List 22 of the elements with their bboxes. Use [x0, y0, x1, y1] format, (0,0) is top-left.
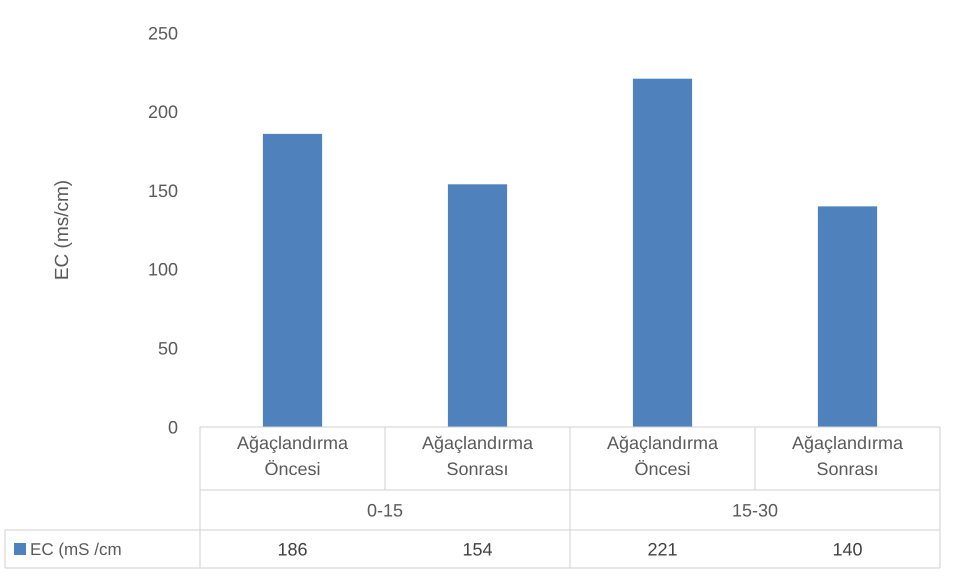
data-label: 221 — [647, 539, 678, 560]
data-label: 154 — [462, 539, 493, 560]
y-tick-label: 150 — [148, 180, 178, 201]
y-tick-label: 100 — [148, 260, 178, 280]
x-tick-label: Ağaçlandırma Sonrası — [422, 433, 534, 479]
data-label: 186 — [277, 539, 308, 560]
y-tick-label: 0 — [168, 417, 178, 438]
bar — [262, 134, 322, 427]
bar — [818, 206, 878, 427]
x-tick-label: Ağaçlandırma Sonrası — [792, 433, 904, 479]
y-axis-title: EC (ms/cm) — [52, 180, 73, 280]
text: 15-30 — [732, 500, 778, 520]
y-tick-label: 200 — [148, 102, 178, 122]
x-tick-label: Ağaçlandırma Öncesi — [236, 433, 350, 479]
bar — [632, 78, 692, 427]
text: 0-15 — [366, 500, 404, 520]
data-label: 140 — [832, 539, 863, 560]
bar — [448, 184, 508, 427]
legend-label: EC (mS /cm — [30, 540, 122, 559]
x-tick-label: Ağaçlandırma Öncesi — [606, 433, 720, 479]
y-tick-label: 250 — [148, 23, 178, 44]
y-tick-label: 50 — [158, 338, 178, 358]
